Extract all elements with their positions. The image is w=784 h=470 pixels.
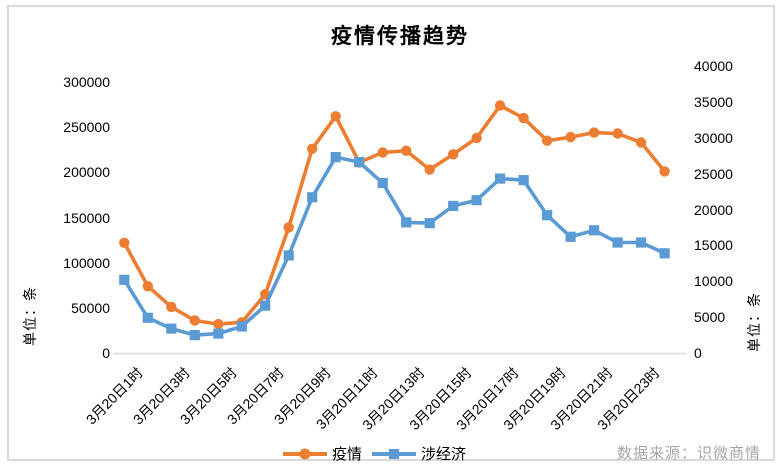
left-axis-tick: 200000	[63, 164, 110, 181]
right-axis-tick: 5000	[694, 309, 726, 326]
economy-line-marker-icon	[372, 448, 417, 459]
economy-point	[142, 312, 153, 323]
economy-point	[612, 237, 623, 248]
epidemic-point	[330, 111, 341, 122]
economy-point	[307, 192, 318, 203]
left-axis-tick: 50000	[71, 299, 110, 316]
legend-item-economy: 涉经济	[372, 443, 466, 464]
economy-point	[166, 323, 177, 334]
epidemic-point	[588, 127, 600, 138]
epidemic-point	[494, 100, 506, 111]
legend-label-economy: 涉经济	[421, 446, 467, 463]
right-axis-tick: 40000	[694, 58, 733, 74]
economy-point	[330, 152, 341, 163]
left-axis-tick: 0	[102, 345, 110, 361]
economy-point	[189, 330, 200, 341]
epidemic-line	[122, 103, 667, 326]
right-axis-tick: 20000	[694, 201, 733, 218]
right-axis-tick: 25000	[694, 165, 733, 182]
epidemic-point	[119, 237, 130, 248]
right-axis-tick: 15000	[694, 237, 733, 254]
data-source-note: 数据来源：识微商情	[616, 445, 761, 462]
epidemic-point	[471, 132, 482, 144]
left-axis-tick: 100000	[63, 254, 110, 271]
epidemic-point	[377, 147, 388, 158]
epidemic-line-marker-icon	[283, 448, 327, 459]
left-axis-title: 单位：条	[22, 286, 38, 346]
right-axis-title: 单位：条	[746, 292, 762, 352]
economy-point	[283, 250, 294, 261]
right-axis-tick: 30000	[694, 129, 733, 146]
epidemic-point	[541, 135, 553, 146]
epidemic-point	[635, 137, 647, 148]
legend-label-epidemic: 疫情	[332, 446, 363, 463]
economy-point	[377, 177, 388, 189]
epidemic-point	[213, 318, 224, 330]
economy-point	[401, 217, 412, 228]
economy-point	[236, 321, 247, 332]
economy-point	[495, 173, 506, 184]
economy-point	[659, 248, 670, 259]
left-axis-tick: 250000	[63, 119, 110, 136]
economy-point	[565, 231, 576, 242]
economy-point	[448, 200, 459, 211]
epidemic-point	[518, 112, 529, 124]
epidemic-point	[189, 315, 200, 326]
chart-frame	[7, 5, 775, 461]
economy-point	[636, 237, 647, 248]
left-axis-tick: 150000	[63, 209, 110, 226]
epidemic-point	[565, 131, 576, 143]
epidemic-point	[612, 128, 623, 139]
right-axis-tick: 35000	[694, 93, 733, 110]
epidemic-point	[659, 166, 670, 177]
economy-line	[122, 155, 667, 337]
legend-item-epidemic: 疫情	[283, 443, 362, 464]
economy-point	[260, 300, 271, 311]
economy-point	[542, 210, 553, 221]
legend: 疫情 涉经济	[283, 443, 466, 464]
economy-point	[589, 225, 600, 236]
epidemic-point	[307, 143, 318, 154]
economy-point	[424, 218, 435, 229]
right-axis-tick: 0	[694, 345, 702, 361]
epidemic-point	[166, 301, 177, 313]
economy-point	[213, 328, 224, 339]
economy-point	[354, 157, 365, 168]
chart-title: 疫情传播趋势	[331, 23, 469, 48]
epidemic-point	[448, 149, 459, 160]
epidemic-point	[424, 164, 435, 175]
economy-point	[471, 195, 482, 206]
economy-point	[119, 274, 130, 285]
epidemic-point	[142, 281, 153, 292]
economy-point	[518, 175, 529, 186]
epidemic-point	[283, 222, 294, 233]
epidemic-point	[401, 145, 412, 156]
left-axis-tick: 300000	[63, 74, 110, 90]
right-axis-tick: 10000	[694, 273, 733, 290]
